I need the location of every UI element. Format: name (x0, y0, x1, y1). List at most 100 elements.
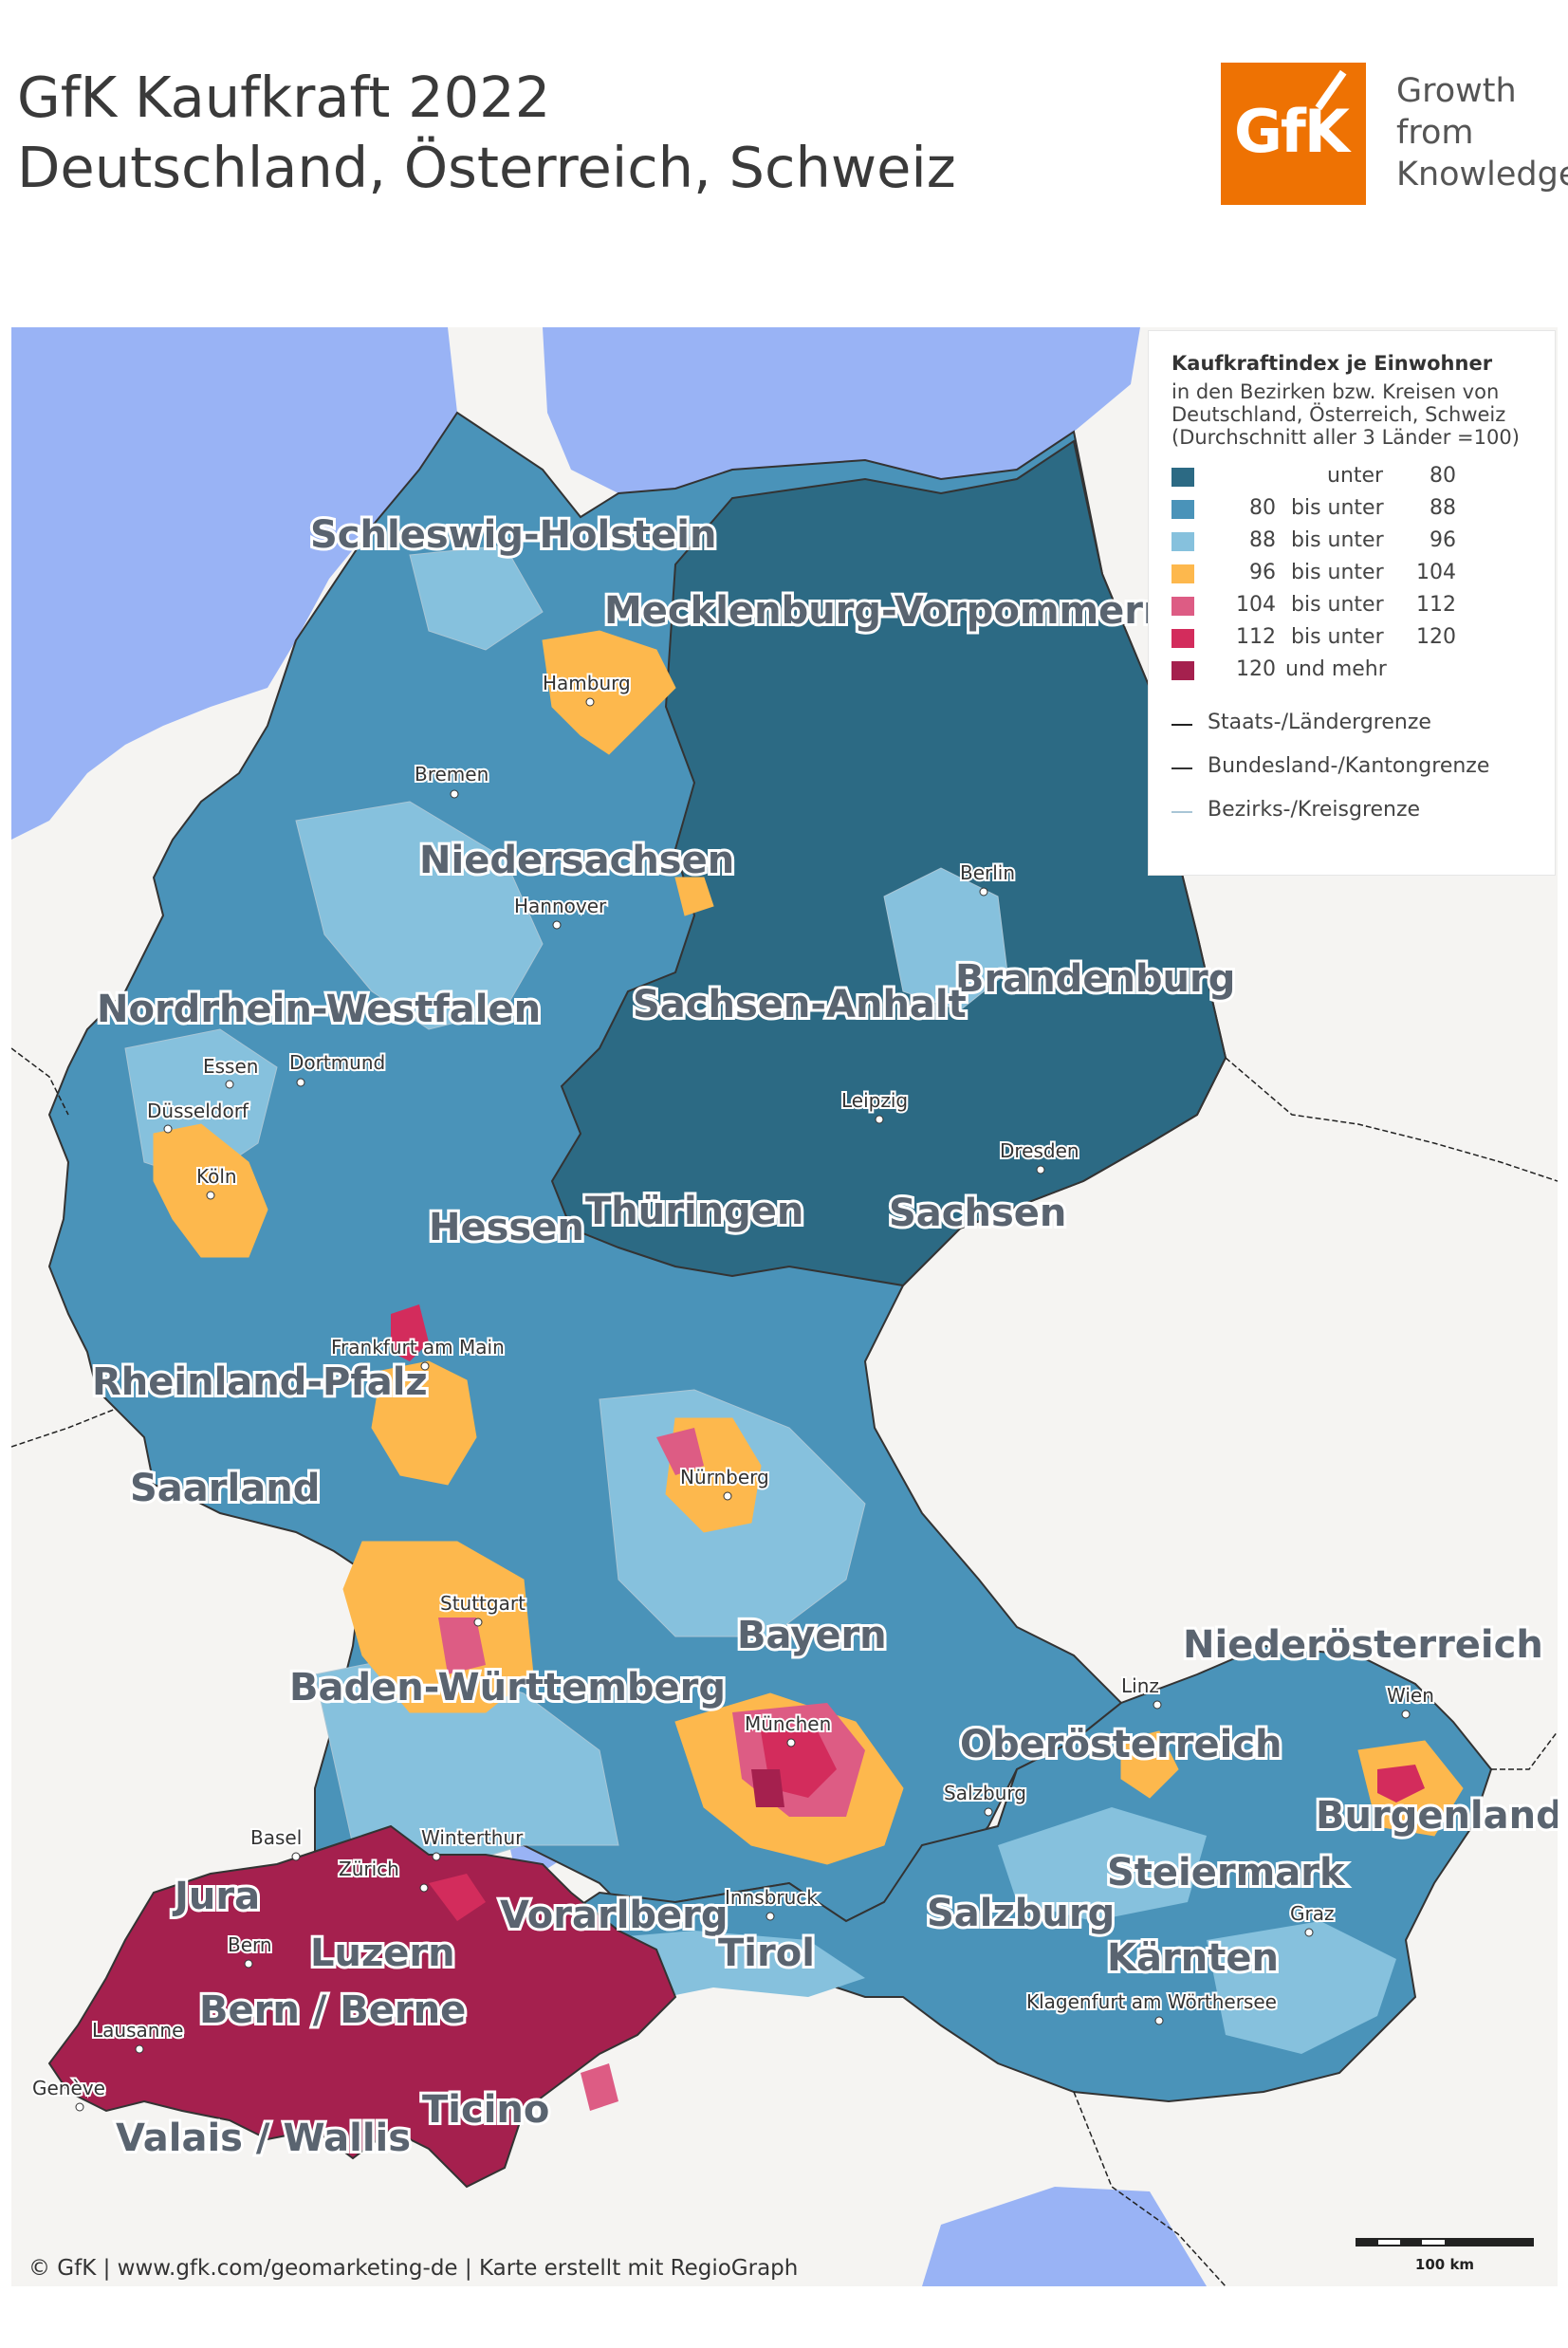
legend-line-sample (1171, 724, 1192, 726)
region-label-ticino: Ticino (422, 2088, 549, 2132)
legend-class-high: 112 (1416, 593, 1456, 617)
city-stuttgart: Stuttgart (438, 1590, 527, 1627)
gfk-logo-mark: GfK (1234, 97, 1350, 166)
tagline-line-1: Growth (1396, 72, 1517, 110)
city-hamburg: Hamburg (541, 670, 633, 707)
region-label-steiermark: Steiermark (1107, 1851, 1346, 1895)
legend-class-mid: bis unter (1291, 561, 1384, 584)
region-label-vorarlberg: Vorarlberg (500, 1894, 729, 1937)
city-label-winterthur: Winterthur (421, 1826, 524, 1849)
city-frankfurt: Frankfurt am Main (329, 1334, 507, 1371)
legend-class-mid: bis unter (1291, 528, 1384, 552)
city-muenchen: München (743, 1710, 833, 1747)
scale-bar-segment (1356, 2239, 1378, 2246)
baltic-sea (543, 327, 1140, 493)
city-lausanne: Lausanne (90, 2017, 185, 2054)
adriatic-sea (922, 2187, 1207, 2286)
legend-swatch (1171, 532, 1194, 551)
region-label-tirol: Tirol (718, 1932, 815, 1975)
legend-class-low: 80 (1249, 496, 1276, 520)
scale-bar-segment (1400, 2239, 1422, 2246)
city-markers: Hamburg Bremen Berlin Hannover Essen Dor… (30, 670, 1436, 2112)
border-cz-pl (1225, 1057, 1558, 1182)
city-label-nuernberg: Nürnberg (680, 1466, 769, 1488)
border-it-si (1073, 2091, 1227, 2286)
district-koeln-duesseldorf (153, 1123, 268, 1258)
legend-line-row: Bezirks-/Kreisgrenze (1171, 796, 1555, 840)
border-nl-be (11, 1047, 69, 1116)
region-label-bern: Bern / Berne (199, 1988, 466, 2032)
legend-class-low: 112 (1236, 625, 1276, 649)
city-label-duesseldorf: Düsseldorf (147, 1100, 249, 1122)
switzerland-region (47, 1824, 677, 2189)
city-label-hamburg: Hamburg (543, 672, 631, 694)
region-label-mecklenburg-vorpommern: Mecklenburg-Vorpommern (604, 589, 1171, 633)
city-label-dresden: Dresden (1000, 1139, 1079, 1162)
legend-subtitle-2: Deutschland, Österreich, Schweiz (1171, 403, 1506, 426)
region-label-bayern: Bayern (737, 1614, 887, 1657)
city-winterthur: Winterthur (419, 1824, 526, 1861)
district-muenchen-dark (751, 1769, 784, 1807)
city-basel: Basel (249, 1824, 304, 1861)
legend-class-mid: bis unter (1291, 496, 1384, 520)
region-label-nordrhein-westfalen: Nordrhein-Westfalen (97, 988, 541, 1031)
city-label-salzburg: Salzburg (944, 1782, 1026, 1804)
city-linz: Linz (1119, 1673, 1162, 1710)
city-label-berlin: Berlin (960, 861, 1015, 884)
scale-bar-segment (1445, 2239, 1533, 2246)
legend-class-mid: bis unter (1291, 625, 1384, 649)
city-leipzig: Leipzig (839, 1087, 910, 1124)
district-stuttgart (342, 1541, 534, 1713)
tagline-line-3: Knowledge (1396, 156, 1568, 194)
city-nuernberg: Nürnberg (678, 1464, 771, 1501)
region-label-schleswig-holstein: Schleswig-Holstein (310, 513, 716, 557)
city-label-graz: Graz (1290, 1902, 1334, 1925)
legend-class-row: 96 bis unter 104 (1171, 559, 1555, 591)
district-rhein-main (371, 1360, 477, 1486)
legend-swatch (1171, 564, 1194, 583)
district-oberoesterreich-light (998, 1807, 1207, 1921)
city-label-essen: Essen (203, 1055, 258, 1078)
city-berlin: Berlin (958, 860, 1017, 897)
legend-class-mid: bis unter (1291, 593, 1384, 617)
city-bremen: Bremen (413, 761, 490, 799)
legend-class-row: unter 80 (1171, 462, 1555, 494)
legend-class-row: 88 bis unter 96 (1171, 527, 1555, 559)
legend-class-high: 80 (1430, 464, 1456, 488)
city-label-linz: Linz (1121, 1674, 1159, 1697)
legend-swatch (1171, 500, 1194, 519)
scale-bar: 100 km (1356, 2238, 1534, 2273)
city-dortmund: Dortmund (287, 1049, 387, 1087)
district-hannover (674, 877, 714, 916)
district-hamburg-area (542, 630, 676, 755)
high-index-districts (391, 1304, 1425, 2111)
city-label-zuerich: Zürich (339, 1858, 399, 1880)
region-label-valais: Valais / Wallis (116, 2117, 411, 2160)
city-koeln: Köln (194, 1163, 239, 1200)
region-label-thueringen: Thüringen (585, 1190, 803, 1233)
city-label-dortmund: Dortmund (289, 1051, 385, 1074)
scale-bar-label: 100 km (1415, 2256, 1474, 2273)
legend-swatch (1171, 597, 1194, 616)
city-geneve: Genève (30, 2075, 107, 2112)
district-stuttgart-pink (438, 1618, 486, 1674)
gfk-logo-box: GfK (1221, 63, 1366, 205)
city-label-klagenfurt: Klagenfurt am Wörthersee (1026, 1990, 1277, 2013)
district-niedersachsen-light (295, 801, 544, 1030)
map-legend: Kaufkraftindex je Einwohner in den Bezir… (1148, 330, 1556, 876)
border-sk-hu (1491, 1730, 1558, 1770)
north-sea (11, 327, 457, 840)
city-label-bern: Bern (228, 1933, 272, 1956)
city-salzburg: Salzburg (942, 1780, 1028, 1817)
region-labels: Schleswig-Holstein Mecklenburg-Vorpommer… (89, 510, 1558, 2163)
orange-districts (153, 630, 1464, 1865)
neighbor-borders (11, 1047, 1558, 2286)
legend-line-row: Bundesland-/Kantongrenze (1171, 752, 1555, 796)
district-steiermark-light (1207, 1921, 1396, 2054)
region-label-hessen: Hessen (429, 1206, 584, 1249)
title-line-1: GfK Kaufkraft 2022 (17, 65, 551, 130)
region-label-luzern: Luzern (310, 1932, 455, 1975)
legend-class-row: 104 bis unter 112 (1171, 591, 1555, 623)
region-label-niederoesterreich: Niederösterreich (1183, 1623, 1543, 1667)
region-label-salzburg: Salzburg (927, 1892, 1115, 1935)
